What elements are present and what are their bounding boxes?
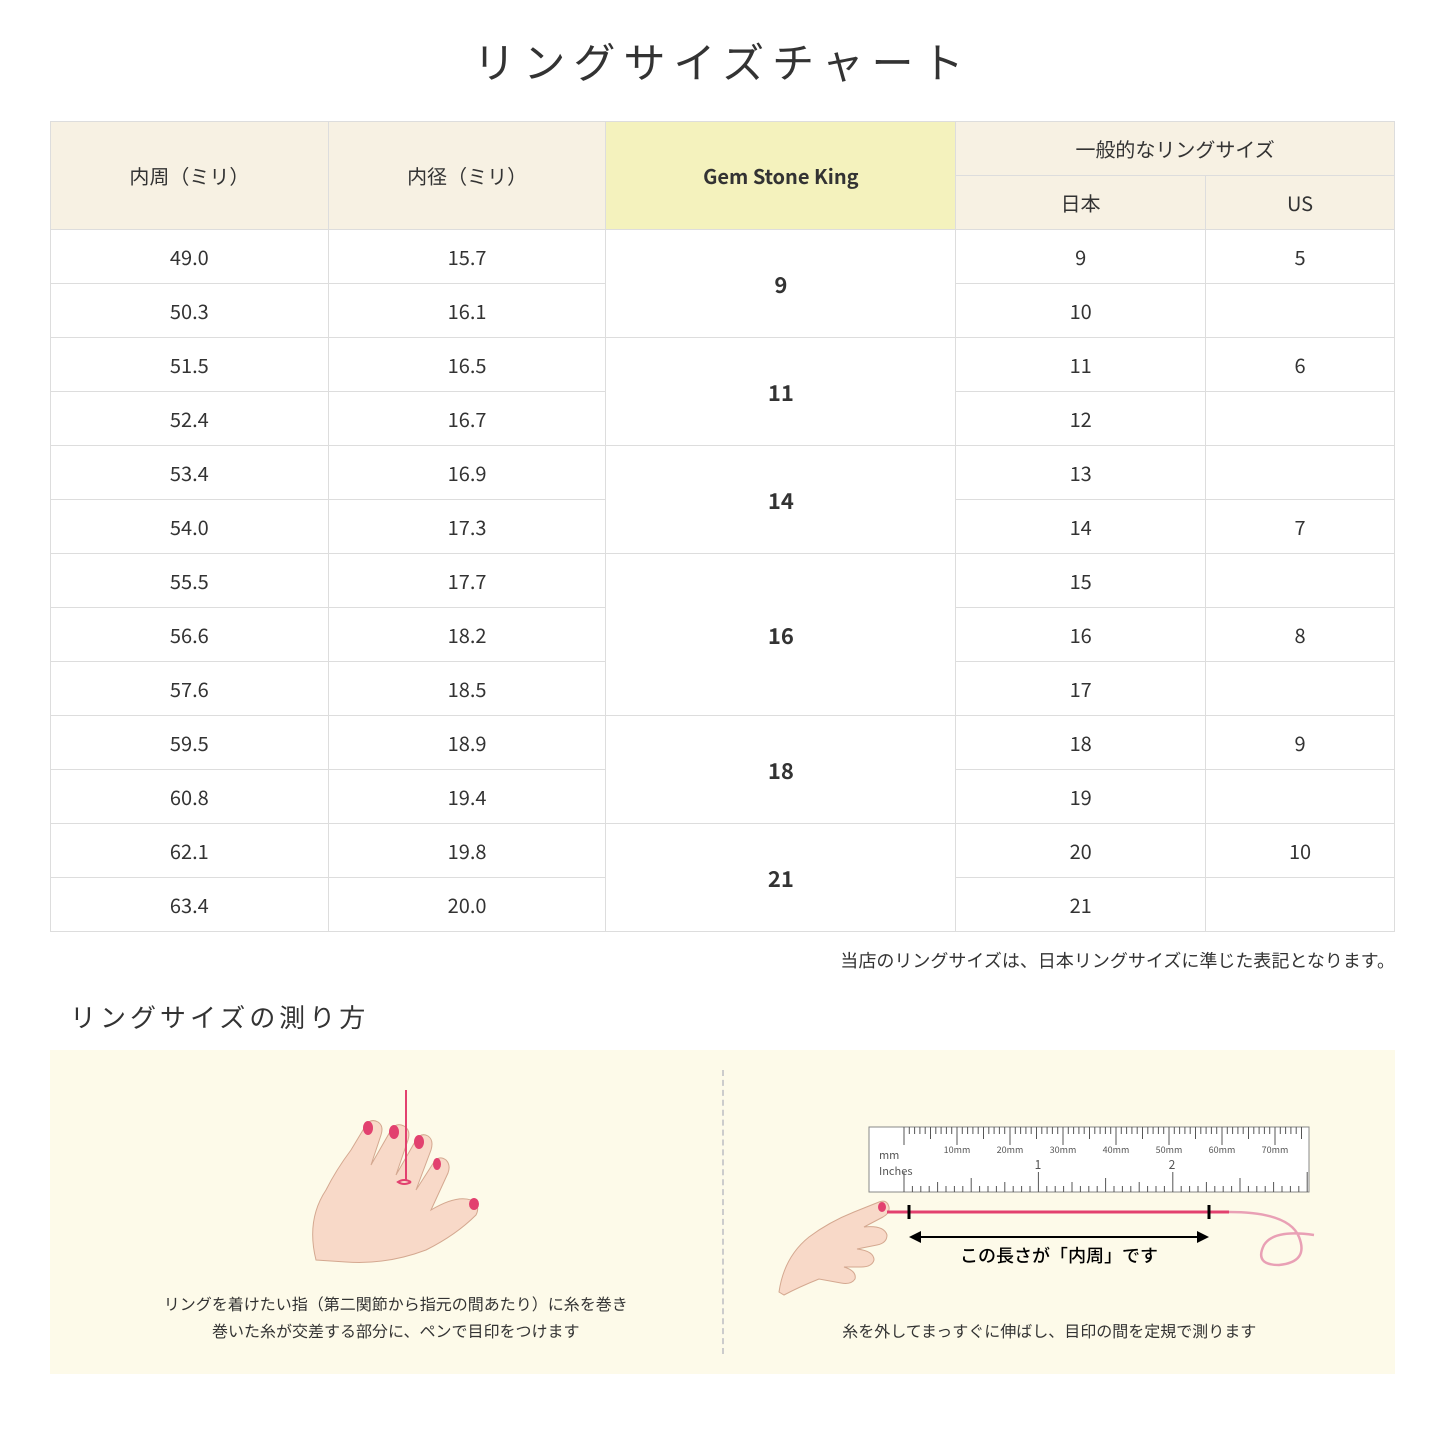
cell-us: 8	[1206, 608, 1395, 662]
cell-circ: 55.5	[51, 554, 329, 608]
howto-right-caption: 糸を外してまっすぐに伸ばし、目印の間を定規で測ります	[842, 1317, 1256, 1344]
cell-dia: 18.2	[328, 608, 606, 662]
cell-jp: 15	[956, 554, 1206, 608]
cell-us: 5	[1206, 230, 1395, 284]
page-title: リングサイズチャート	[50, 30, 1395, 91]
cell-dia: 19.4	[328, 770, 606, 824]
cell-jp: 10	[956, 284, 1206, 338]
table-row: 49.0 15.799 5	[51, 230, 1395, 284]
table-row: 59.5 18.91818 9	[51, 716, 1395, 770]
cell-us	[1206, 878, 1395, 932]
cell-dia: 16.1	[328, 284, 606, 338]
cell-jp: 14	[956, 500, 1206, 554]
cell-us	[1206, 770, 1395, 824]
hand-wrap-icon	[256, 1080, 536, 1270]
cell-dia: 20.0	[328, 878, 606, 932]
cell-circ: 59.5	[51, 716, 329, 770]
cell-dia: 18.9	[328, 716, 606, 770]
cell-circ: 56.6	[51, 608, 329, 662]
svg-text:mm: mm	[879, 1147, 899, 1163]
svg-text:1: 1	[1035, 1156, 1042, 1173]
cell-circ: 57.6	[51, 662, 329, 716]
cell-dia: 16.7	[328, 392, 606, 446]
howto-panel-left: リングを着けたい指（第二関節から指元の間あたり）に糸を巻き巻いた糸が交差する部分…	[80, 1070, 712, 1354]
cell-us: 10	[1206, 824, 1395, 878]
svg-text:2: 2	[1169, 1156, 1176, 1173]
cell-dia: 16.9	[328, 446, 606, 500]
th-circumference: 内周（ミリ）	[51, 122, 329, 230]
cell-circ: 51.5	[51, 338, 329, 392]
th-diameter: 内径（ミリ）	[328, 122, 606, 230]
svg-text:50mm: 50mm	[1156, 1143, 1183, 1156]
cell-jp: 19	[956, 770, 1206, 824]
cell-jp: 9	[956, 230, 1206, 284]
th-us: US	[1206, 176, 1395, 230]
cell-us: 9	[1206, 716, 1395, 770]
cell-us: 7	[1206, 500, 1395, 554]
table-row: 62.1 19.82120 10	[51, 824, 1395, 878]
svg-text:40mm: 40mm	[1103, 1143, 1130, 1156]
cell-dia: 18.5	[328, 662, 606, 716]
cell-dia: 17.7	[328, 554, 606, 608]
howto-left-caption: リングを着けたい指（第二関節から指元の間あたり）に糸を巻き巻いた糸が交差する部分…	[164, 1290, 628, 1344]
cell-us	[1206, 662, 1395, 716]
cell-dia: 16.5	[328, 338, 606, 392]
svg-text:30mm: 30mm	[1050, 1143, 1077, 1156]
cell-dia: 15.7	[328, 230, 606, 284]
svg-text:70mm: 70mm	[1262, 1143, 1289, 1156]
cell-jp: 13	[956, 446, 1206, 500]
ruler-measure-icon: mm Inches 10mm 20mm 30mm 40mm 50mm 60mm 70mm 1…	[769, 1117, 1329, 1297]
cell-gsk: 11	[606, 338, 956, 446]
cell-gsk: 9	[606, 230, 956, 338]
howto-container: リングを着けたい指（第二関節から指元の間あたり）に糸を巻き巻いた糸が交差する部分…	[50, 1050, 1395, 1374]
cell-circ: 62.1	[51, 824, 329, 878]
cell-jp: 12	[956, 392, 1206, 446]
table-row: 55.5 17.71615	[51, 554, 1395, 608]
cell-jp: 16	[956, 608, 1206, 662]
cell-circ: 49.0	[51, 230, 329, 284]
howto-panel-right: mm Inches 10mm 20mm 30mm 40mm 50mm 60mm 70mm 1…	[734, 1070, 1366, 1354]
cell-us	[1206, 284, 1395, 338]
th-japan: 日本	[956, 176, 1206, 230]
cell-gsk: 21	[606, 824, 956, 932]
cell-circ: 50.3	[51, 284, 329, 338]
cell-jp: 18	[956, 716, 1206, 770]
svg-text:60mm: 60mm	[1209, 1143, 1236, 1156]
table-row: 53.4 16.91413	[51, 446, 1395, 500]
cell-circ: 60.8	[51, 770, 329, 824]
cell-us	[1206, 446, 1395, 500]
size-chart-table: 内周（ミリ） 内径（ミリ） Gem Stone King 一般的なリングサイズ …	[50, 121, 1395, 932]
cell-us	[1206, 554, 1395, 608]
cell-circ: 54.0	[51, 500, 329, 554]
cell-gsk: 18	[606, 716, 956, 824]
th-gsk: Gem Stone King	[606, 122, 956, 230]
cell-jp: 21	[956, 878, 1206, 932]
th-general: 一般的なリングサイズ	[956, 122, 1395, 176]
svg-text:この長さが「内周」です: この長さが「内周」です	[960, 1242, 1158, 1268]
cell-jp: 17	[956, 662, 1206, 716]
table-note: 当店のリングサイズは、日本リングサイズに準じた表記となります。	[50, 947, 1395, 973]
cell-jp: 20	[956, 824, 1206, 878]
cell-us	[1206, 392, 1395, 446]
cell-dia: 19.8	[328, 824, 606, 878]
cell-circ: 53.4	[51, 446, 329, 500]
cell-gsk: 14	[606, 446, 956, 554]
cell-dia: 17.3	[328, 500, 606, 554]
cell-us: 6	[1206, 338, 1395, 392]
cell-gsk: 16	[606, 554, 956, 716]
svg-text:20mm: 20mm	[997, 1143, 1024, 1156]
howto-title: リングサイズの測り方	[50, 998, 1395, 1035]
cell-circ: 52.4	[51, 392, 329, 446]
cell-circ: 63.4	[51, 878, 329, 932]
svg-text:Inches: Inches	[879, 1163, 912, 1179]
howto-divider	[722, 1070, 724, 1354]
cell-jp: 11	[956, 338, 1206, 392]
svg-text:10mm: 10mm	[944, 1143, 971, 1156]
table-row: 51.5 16.51111 6	[51, 338, 1395, 392]
